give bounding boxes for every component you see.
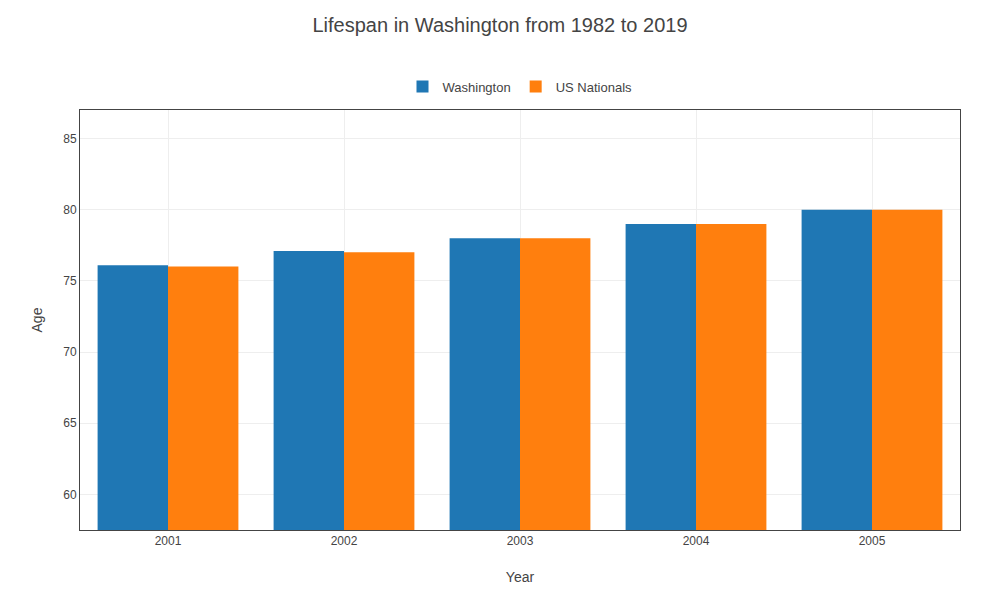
svg-text:2002: 2002 bbox=[331, 534, 358, 548]
svg-text:70: 70 bbox=[63, 345, 77, 359]
svg-text:60: 60 bbox=[63, 488, 77, 502]
svg-text:Lifespan in Washington from 19: Lifespan in Washington from 1982 to 2019 bbox=[312, 14, 687, 36]
svg-text:2003: 2003 bbox=[507, 534, 534, 548]
svg-text:2001: 2001 bbox=[155, 534, 182, 548]
svg-text:Year: Year bbox=[506, 569, 535, 585]
svg-text:80: 80 bbox=[63, 203, 77, 217]
svg-text:Age: Age bbox=[29, 307, 45, 332]
svg-text:2004: 2004 bbox=[683, 534, 710, 548]
svg-text:85: 85 bbox=[63, 132, 77, 146]
svg-text:75: 75 bbox=[63, 274, 77, 288]
svg-text:2005: 2005 bbox=[859, 534, 886, 548]
svg-text:Washington: Washington bbox=[443, 80, 511, 95]
svg-text:65: 65 bbox=[63, 416, 77, 430]
svg-text:US Nationals: US Nationals bbox=[556, 80, 632, 95]
